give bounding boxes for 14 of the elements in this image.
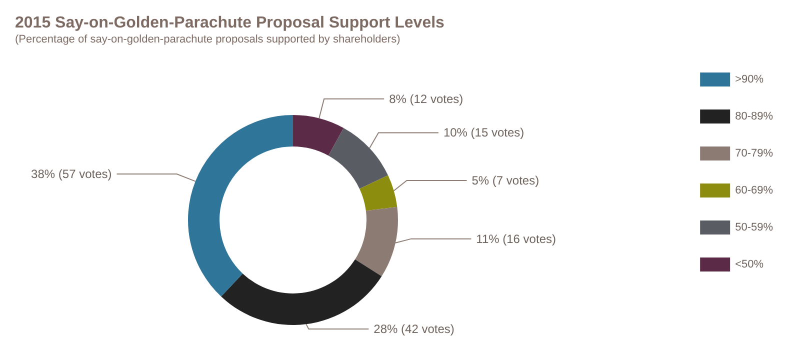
legend-label: 50-59%: [735, 222, 774, 234]
data-label: 5% (7 votes): [472, 174, 540, 188]
chart-subtitle: (Percentage of say-on-golden-parachute proposals supported by shareholders): [15, 34, 400, 46]
data-label: 11% (16 votes): [476, 232, 556, 246]
data-label: 8% (12 votes): [389, 92, 464, 106]
legend-label: 80-89%: [735, 110, 774, 122]
data-label: 28% (42 votes): [374, 322, 454, 336]
data-label: 10% (15 votes): [443, 126, 524, 140]
legend-label: 70-79%: [735, 148, 774, 160]
legend-label: <50%: [735, 258, 764, 270]
data-label: 38% (57 votes): [31, 166, 112, 181]
legend-label: 60-69%: [735, 184, 774, 196]
chart-title: 2015 Say-on-Golden-Parachute Proposal Support Levels: [15, 14, 445, 32]
legend-label: >90%: [735, 74, 764, 86]
